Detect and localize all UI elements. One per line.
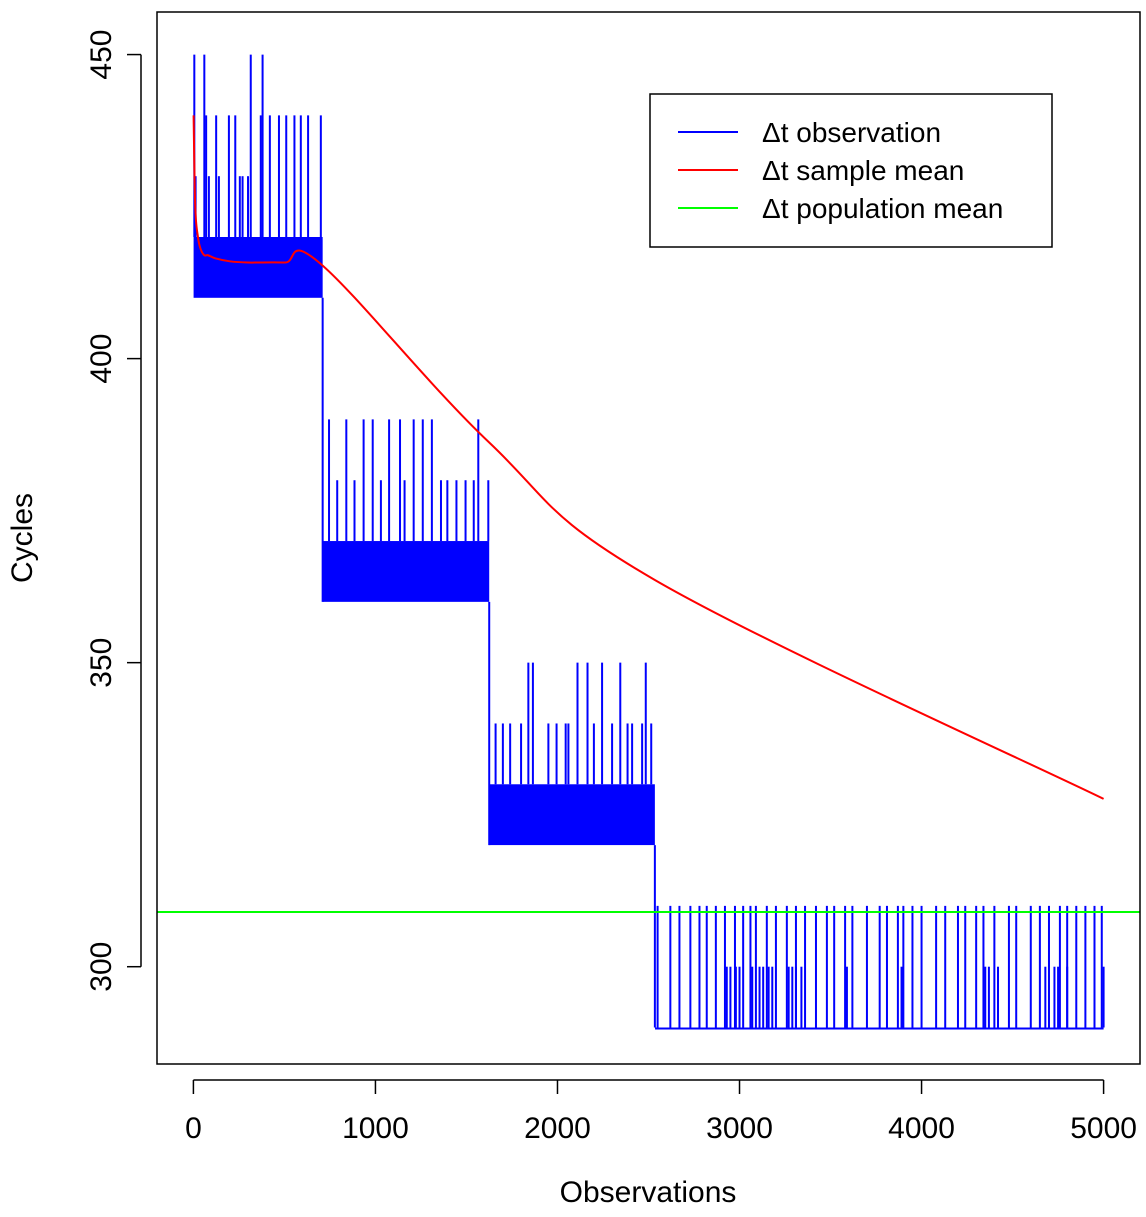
observation-band xyxy=(489,784,655,846)
legend-label-population-mean: Δt population mean xyxy=(762,193,1003,224)
x-tick-label: 3000 xyxy=(706,1112,773,1145)
axes-layer: 0 1000 2000 3000 4000 5000 300 350 400 450 xyxy=(85,30,1137,1145)
legend: Δt observation Δt sample mean Δt populat… xyxy=(649,93,1053,248)
y-axis-title: Cycles xyxy=(6,493,39,583)
legend-label-sample-mean: Δt sample mean xyxy=(762,155,964,186)
x-tick-label: 2000 xyxy=(524,1112,591,1145)
y-tick-label: 400 xyxy=(85,334,118,384)
y-tick-label: 300 xyxy=(85,942,118,992)
x-tick-label: 0 xyxy=(185,1112,202,1145)
legend-label-observation: Δt observation xyxy=(762,117,941,148)
series-layer xyxy=(157,54,1140,1030)
observation-band xyxy=(193,236,323,298)
x-tick-label: 1000 xyxy=(342,1112,409,1145)
observation-band xyxy=(655,1027,1104,1030)
x-tick-label: 5000 xyxy=(1070,1112,1137,1145)
observation-band xyxy=(322,541,490,602)
y-tick-label: 450 xyxy=(85,30,118,80)
y-tick-label: 350 xyxy=(85,638,118,688)
x-tick-label: 4000 xyxy=(888,1112,955,1145)
x-axis-title: Observations xyxy=(560,1176,737,1209)
plot-frame xyxy=(156,11,1141,1065)
legend-box xyxy=(649,93,1053,248)
series-sample-mean xyxy=(192,115,1105,800)
series-observation xyxy=(193,54,1105,1030)
